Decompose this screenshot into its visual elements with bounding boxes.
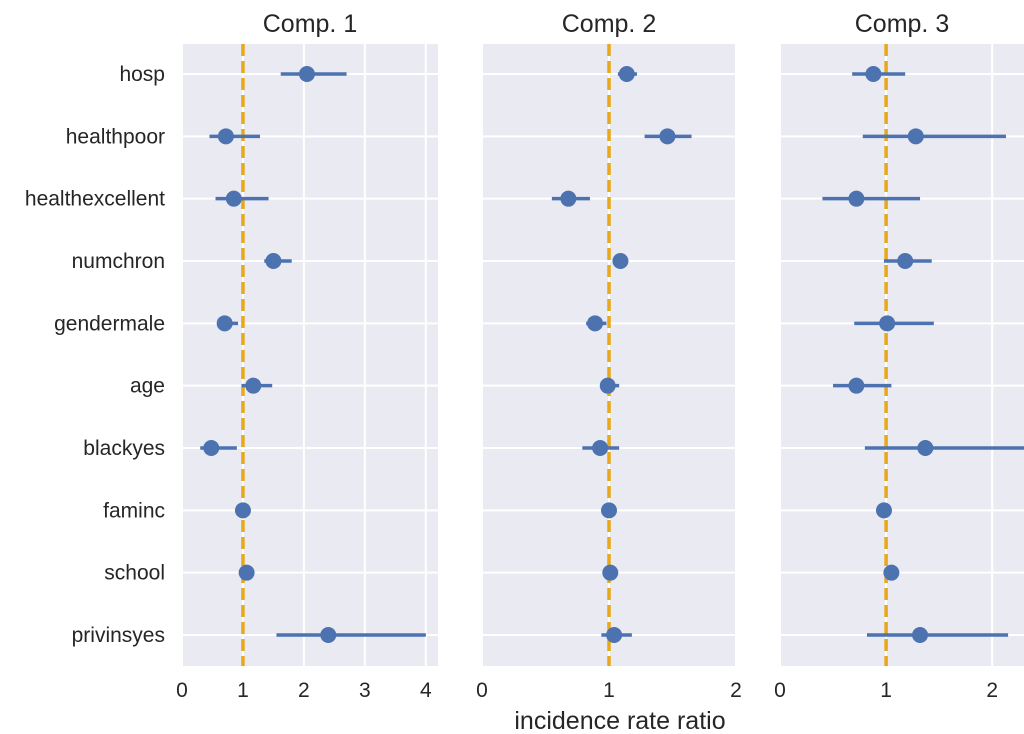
estimate-point-healthexcellent — [225, 190, 242, 207]
estimate-point-healthexcellent — [848, 190, 865, 207]
estimate-point-faminc — [234, 502, 251, 519]
estimate-point-healthpoor — [217, 128, 234, 145]
panel-2: Comp. 2 0 1 2 — [476, 10, 742, 702]
estimate-point-gendermale — [587, 315, 604, 332]
panel-title: Comp. 2 — [562, 10, 656, 38]
estimate-point-privinsyes — [320, 627, 337, 643]
x-axis-label: incidence rate ratio — [514, 707, 725, 734]
y-tick-label-healthpoor: healthpoor — [66, 125, 165, 148]
y-tick-label-blackyes: blackyes — [83, 437, 165, 460]
x-tick-label: 3 — [359, 679, 371, 702]
estimate-point-school — [238, 564, 255, 581]
x-tick-label: 0 — [476, 679, 488, 702]
estimate-point-gendermale — [879, 315, 896, 332]
category-labels: hosp healthpoor healthexcellent numchron gen… — [25, 63, 165, 647]
y-tick-label-age: age — [130, 375, 165, 398]
y-tick-label-hosp: hosp — [119, 63, 165, 86]
x-tick-label: 2 — [298, 679, 310, 702]
x-tick-label: 2 — [986, 679, 998, 702]
y-tick-label-faminc: faminc — [103, 499, 165, 522]
estimate-point-numchron — [897, 253, 914, 269]
y-tick-label-healthexcellent: healthexcellent — [25, 188, 165, 211]
x-tick-label: 0 — [774, 679, 786, 702]
x-tick-label: 1 — [237, 679, 249, 702]
estimate-point-hosp — [298, 66, 315, 82]
estimate-point-gendermale — [216, 315, 233, 332]
panel-plot-area — [182, 44, 438, 666]
x-tick-label: 2 — [730, 679, 742, 702]
panel-3: Comp. 3 0 1 2 — [774, 10, 1024, 702]
x-tick-label: 4 — [420, 679, 432, 702]
y-tick-label-numchron: numchron — [72, 250, 165, 273]
estimate-point-age — [599, 377, 616, 394]
panel-background — [182, 44, 438, 666]
estimate-point-healthpoor — [659, 128, 676, 145]
estimate-point-hosp — [865, 66, 882, 82]
estimate-point-privinsyes — [912, 627, 929, 643]
estimate-point-hosp — [618, 66, 635, 82]
panel-title: Comp. 1 — [263, 10, 357, 38]
estimate-point-healthpoor — [907, 128, 924, 145]
estimate-point-school — [883, 564, 900, 581]
y-tick-label-gendermale: gendermale — [54, 312, 165, 335]
estimate-point-faminc — [875, 502, 892, 519]
panel-1: Comp. 1 0 1 2 3 4 — [176, 10, 438, 702]
estimate-point-privinsyes — [606, 627, 623, 643]
panel-plot-area — [482, 44, 736, 666]
x-tick-label: 1 — [603, 679, 615, 702]
x-tick-label: 1 — [880, 679, 892, 702]
estimate-point-healthexcellent — [560, 190, 577, 207]
estimate-point-numchron — [612, 253, 629, 269]
estimate-point-numchron — [265, 253, 282, 269]
estimate-point-age — [848, 377, 865, 394]
estimate-point-blackyes — [203, 440, 220, 456]
y-tick-label-privinsyes: privinsyes — [72, 624, 165, 647]
panel-plot-area — [780, 44, 1024, 666]
estimate-point-school — [602, 564, 619, 581]
estimate-point-faminc — [601, 502, 617, 519]
y-tick-label-school: school — [104, 562, 165, 585]
estimate-point-age — [245, 377, 262, 394]
panels-group: Comp. 1 0 1 2 3 4 Comp. 2 0 1 2 Comp. 3 0 1 2 — [176, 10, 1024, 702]
x-tick-label: 0 — [176, 679, 188, 702]
estimate-point-blackyes — [592, 440, 609, 456]
panel-background — [780, 44, 1024, 666]
panel-title: Comp. 3 — [855, 10, 949, 38]
estimate-point-blackyes — [917, 440, 934, 456]
